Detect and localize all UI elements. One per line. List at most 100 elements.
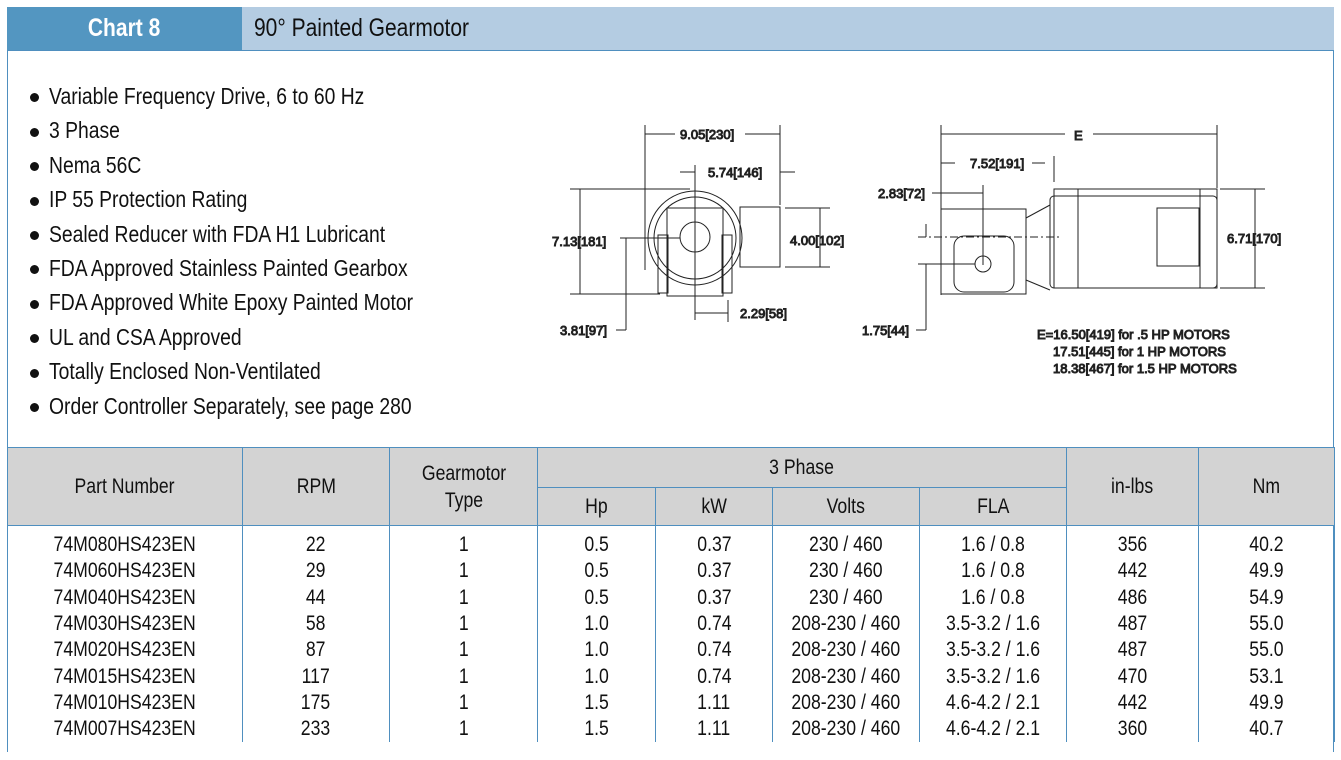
table-cell: 1: [389, 716, 538, 743]
cell-text: 87: [306, 638, 326, 662]
table-cell: 49.9: [1198, 558, 1335, 585]
col-in-lbs: in-lbs: [1066, 447, 1199, 526]
table-cell: 74M080HS423EN: [7, 525, 243, 559]
col-volts: Volts: [772, 487, 920, 526]
bullet-icon: [30, 265, 39, 275]
table-cell: 233: [242, 716, 390, 743]
table-cell: 74M010HS423EN: [7, 689, 243, 717]
cell-text: 1: [458, 585, 469, 609]
col-fla: FLA: [919, 487, 1067, 526]
cell-text: 1.6 / 0.8: [961, 559, 1025, 583]
cell-text: 74M060HS423EN: [53, 559, 197, 583]
table-row: 74M007HS423EN 233 1 1.5 1.11 208-230 / 460 4.6…: [7, 716, 1335, 743]
table-cell: 208-230 / 460: [772, 689, 920, 717]
cell-text: 22: [306, 533, 326, 557]
dim-motor: 4.00[102]: [790, 233, 844, 248]
dim-e: E: [1074, 128, 1083, 143]
table-cell: 40.7: [1198, 716, 1335, 743]
cell-text: 40.2: [1249, 533, 1284, 557]
feature-text: Nema 56C: [49, 151, 142, 178]
cell-text: 44: [306, 585, 326, 609]
table-cell: 0.5: [537, 525, 656, 559]
table-cell: 470: [1066, 663, 1199, 690]
chart-label: Chart 8: [7, 7, 242, 50]
cell-text: 74M007HS423EN: [53, 717, 197, 741]
table-cell: 208-230 / 460: [772, 637, 920, 664]
bullet-icon: [30, 93, 39, 103]
cell-text: 1: [458, 559, 469, 583]
table-row: 74M015HS423EN 117 1 1.0 0.74 208-230 / 460 3.5…: [7, 663, 1335, 690]
table-cell: 1: [389, 663, 538, 690]
feature-list: Variable Frequency Drive, 6 to 60 Hz 3 Ph…: [30, 80, 482, 424]
bullet-icon: [30, 230, 39, 240]
table-cell: 1: [389, 610, 538, 638]
col-type: Gearmotor Type: [389, 447, 538, 526]
cell-text: 442: [1117, 559, 1148, 583]
table-cell: 58: [242, 610, 390, 638]
cell-text: 1: [458, 533, 469, 557]
cell-text: 360: [1117, 717, 1148, 741]
cell-text: 74M015HS423EN: [53, 664, 197, 688]
cell-text: 58: [306, 612, 326, 636]
cell-text: 117: [301, 664, 331, 688]
table-cell: 486: [1066, 584, 1199, 611]
cell-text: 1.0: [584, 664, 609, 688]
table-cell: 1.6 / 0.8: [919, 558, 1067, 585]
table-cell: 1.0: [537, 663, 656, 690]
table-row: 74M040HS423EN 44 1 0.5 0.37 230 / 460 1.6 / 0.…: [7, 584, 1335, 611]
cell-text: 1.11: [697, 690, 731, 714]
table-cell: 360: [1066, 716, 1199, 743]
table-cell: 0.5: [537, 558, 656, 585]
col-kw: kW: [655, 487, 773, 526]
cell-text: 486: [1117, 585, 1148, 609]
cell-text: 1.5: [584, 690, 609, 714]
table-cell: 0.74: [655, 637, 773, 664]
cell-text: 0.74: [696, 612, 732, 636]
table-cell: 74M007HS423EN: [7, 716, 243, 743]
cell-text: 1.6 / 0.8: [961, 533, 1025, 557]
cell-text: 208-230 / 460: [791, 664, 901, 688]
table-cell: 487: [1066, 610, 1199, 638]
dim-shaft-offset: 1.75[44]: [862, 323, 909, 338]
cell-text: 3.5-3.2 / 1.6: [945, 664, 1041, 688]
cell-text: 487: [1117, 638, 1148, 662]
e-note-2: 17.51[445] for 1 HP MOTORS: [1053, 344, 1226, 359]
feature-item: IP 55 Protection Rating: [30, 183, 482, 217]
cell-text: 1: [458, 612, 469, 636]
feature-text: Variable Frequency Drive, 6 to 60 Hz: [49, 83, 365, 109]
cell-text: 74M020HS423EN: [53, 638, 197, 662]
dim-shaft-pos: 2.83[72]: [878, 186, 925, 201]
table-cell: 55.0: [1198, 610, 1335, 638]
feature-item: Totally Enclosed Non-Ventilated: [30, 355, 482, 389]
feature-text: Totally Enclosed Non-Ventilated: [49, 358, 321, 385]
table-cell: 1.6 / 0.8: [919, 525, 1067, 559]
dim-shaft-height: 3.81[97]: [560, 323, 607, 338]
feature-text: Sealed Reducer with FDA H1 Lubricant: [49, 220, 386, 247]
table-cell: 208-230 / 460: [772, 716, 920, 743]
table-cell: 54.9: [1198, 584, 1335, 611]
feature-item: Variable Frequency Drive, 6 to 60 Hz: [30, 80, 482, 114]
specs-table: Part Number RPM Gearmotor Type 3 Phase i…: [7, 447, 1335, 743]
cell-text: 0.5: [584, 559, 609, 583]
table-cell: 208-230 / 460: [772, 610, 920, 638]
table-cell: 1.0: [537, 637, 656, 664]
dim-offset: 5.74[146]: [708, 165, 762, 180]
table-cell: 53.1: [1198, 663, 1335, 690]
feature-item: 3 Phase: [30, 114, 482, 148]
bullet-icon: [30, 196, 39, 206]
table-row: 74M030HS423EN 58 1 1.0 0.74 208-230 / 460 3.5-…: [7, 610, 1335, 638]
col-group-3-phase: 3 Phase: [537, 447, 1067, 488]
cell-text: 175: [301, 690, 331, 714]
e-note-1: E=16.50[419] for .5 HP MOTORS: [1037, 327, 1230, 342]
cell-text: 0.5: [584, 533, 609, 557]
table-cell: 74M020HS423EN: [7, 637, 243, 664]
cell-text: 1.11: [697, 717, 731, 741]
bullet-icon: [30, 368, 39, 378]
cell-text: 230 / 460: [809, 559, 883, 583]
bullet-icon: [30, 402, 39, 412]
feature-item: Sealed Reducer with FDA H1 Lubricant: [30, 218, 482, 252]
table-cell: 74M060HS423EN: [7, 558, 243, 585]
table-cell: 1.11: [655, 716, 773, 743]
cell-text: 0.5: [584, 585, 609, 609]
cell-text: 230 / 460: [809, 533, 883, 557]
